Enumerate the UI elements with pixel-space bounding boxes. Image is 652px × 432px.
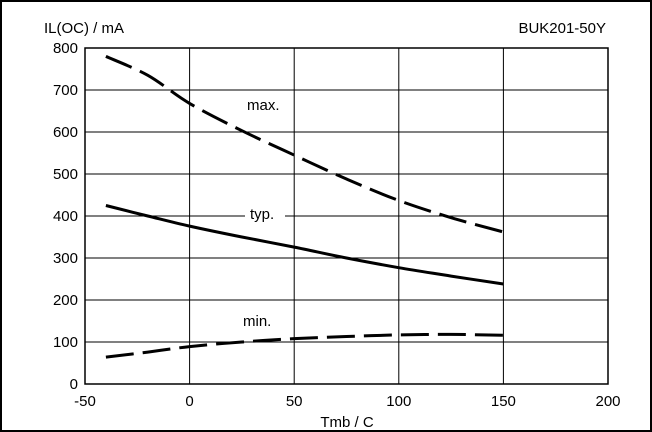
series-layer: max. typ. min. xyxy=(105,55,504,359)
y-tick-label: 600 xyxy=(53,124,78,141)
x-tick-label: 200 xyxy=(595,393,620,410)
part-number-label: BUK201-50Y xyxy=(518,20,606,37)
x-tick-label: 100 xyxy=(386,393,411,410)
x-tick-label: 50 xyxy=(286,393,303,410)
series-label-bg-max xyxy=(242,96,282,115)
y-tick-label: 100 xyxy=(53,334,78,351)
x-tick-label: 0 xyxy=(185,393,193,410)
y-tick-label: 0 xyxy=(70,376,78,393)
y-tick-label: 300 xyxy=(53,250,78,267)
x-tick-label: -50 xyxy=(74,393,96,410)
series-label-bg-typ xyxy=(245,205,285,224)
x-tick-labels: -50 0 50 100 150 200 xyxy=(74,393,620,410)
y-tick-label: 500 xyxy=(53,166,78,183)
y-tick-label: 200 xyxy=(53,292,78,309)
y-tick-label: 700 xyxy=(53,82,78,99)
x-axis-label: Tmb / C xyxy=(320,414,374,431)
series-label-typ: typ. xyxy=(250,206,274,223)
series-line-typ xyxy=(105,204,504,286)
plot-frame xyxy=(84,47,609,385)
series-label-max: max. xyxy=(247,97,280,114)
y-axis-label: IL(OC) / mA xyxy=(44,20,124,37)
series-line-max xyxy=(105,55,504,234)
x-tick-label: 150 xyxy=(491,393,516,410)
y-tick-labels: 0 100 200 300 400 500 600 700 800 xyxy=(53,40,78,393)
series-label-bg-min xyxy=(238,312,278,331)
series-label-min: min. xyxy=(243,313,271,330)
series-line-min xyxy=(105,332,504,359)
y-tick-label: 400 xyxy=(53,208,78,225)
y-tick-label: 800 xyxy=(53,40,78,57)
